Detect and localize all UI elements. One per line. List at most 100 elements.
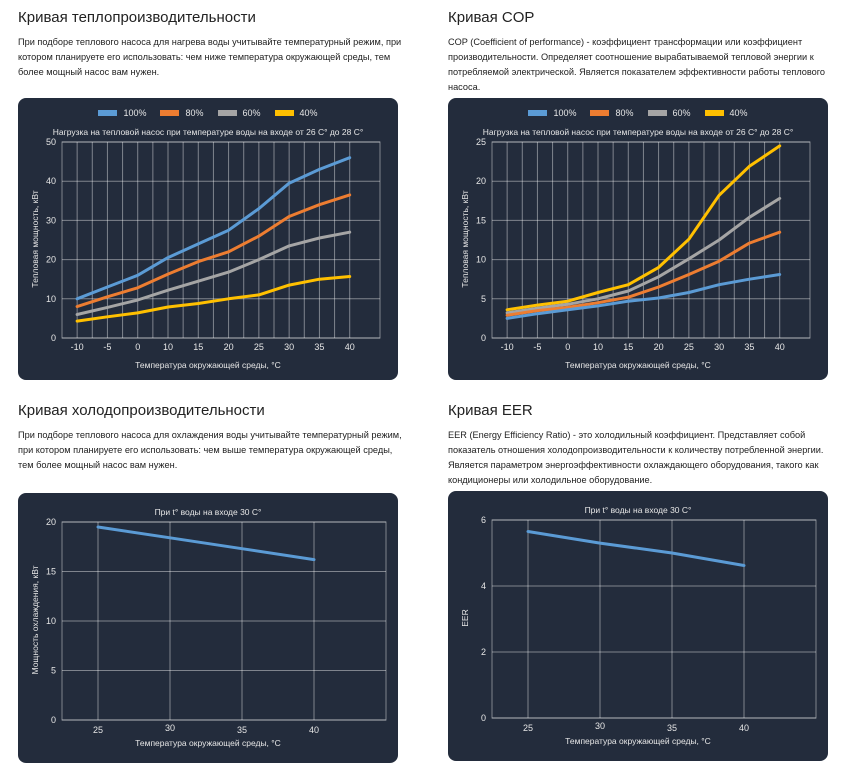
plot-border bbox=[61, 141, 381, 339]
x-tick-label: 35 bbox=[667, 723, 677, 733]
x-tick-label: 10 bbox=[593, 342, 603, 352]
chart-title: Нагрузка на тепловой насос при температу… bbox=[52, 127, 364, 137]
legend-label[interactable]: 100% bbox=[123, 108, 147, 118]
y-tick-label: 10 bbox=[476, 255, 486, 265]
section-title: Кривая EER bbox=[448, 402, 533, 419]
plot-border bbox=[61, 521, 387, 721]
chart-cop: 100% 80% 60% 40% Нагрузка на тепловой насос … bbox=[448, 98, 828, 380]
x-tick-label: 0 bbox=[135, 342, 140, 352]
grid bbox=[61, 521, 387, 721]
legend-item: 100% bbox=[528, 108, 576, 118]
series-line-60pct bbox=[75, 230, 352, 316]
legend-label[interactable]: 80% bbox=[185, 108, 204, 118]
legend-item: 80% bbox=[590, 108, 634, 118]
section-description: При подборе теплового насоса для охлажде… bbox=[18, 430, 402, 470]
x-axis-title: Температура окружающей среды, °C bbox=[135, 738, 281, 748]
x-tick-label: 35 bbox=[744, 342, 754, 352]
x-tick-label: 40 bbox=[345, 342, 355, 352]
legend-item: 60% bbox=[217, 108, 261, 118]
chart-svg: 0 5 10 15 20 25 30 35 40 bbox=[46, 517, 387, 735]
legend-item: 60% bbox=[647, 108, 691, 118]
x-tick-label: 40 bbox=[739, 723, 749, 733]
legend-item: 80% bbox=[160, 108, 204, 118]
legend-swatch bbox=[528, 110, 548, 116]
y-tick-label: 0 bbox=[481, 333, 486, 343]
chart-eer: При t° воды на входе 30 C° Температура ок… bbox=[448, 491, 828, 761]
x-tick-label: 30 bbox=[714, 342, 724, 352]
legend-label[interactable]: 60% bbox=[672, 108, 691, 118]
x-axis-title: Температура окружающей среды, °C bbox=[135, 360, 281, 370]
section-description: EER (Energy Efficiency Ratio) - это холо… bbox=[448, 430, 824, 485]
legend-label[interactable]: 40% bbox=[299, 108, 318, 118]
chart-svg: 0 5 10 15 20 25 -10 -5 0 10 15 20 25 30 35 40 bbox=[476, 137, 811, 352]
chart-title: При t° воды на входе 30 C° bbox=[584, 505, 692, 515]
section-cop: Кривая COP COP (Coefficient of performan… bbox=[448, 9, 828, 95]
legend-swatch bbox=[704, 110, 724, 116]
plot-border bbox=[491, 141, 811, 339]
y-tick-label: 5 bbox=[51, 666, 56, 676]
chart-svg: 0 10 20 30 40 50 -10 -5 0 10 15 20 25 30 35 40 bbox=[46, 137, 381, 352]
x-tick-label: -5 bbox=[103, 342, 111, 352]
section-cooling-output: Кривая холодопроизводительности При подб… bbox=[18, 402, 403, 473]
chart-title: При t° воды на входе 30 C° bbox=[154, 507, 262, 517]
legend-label[interactable]: 80% bbox=[615, 108, 634, 118]
x-tick-label: 30 bbox=[595, 721, 605, 731]
series-line-80pct bbox=[75, 193, 352, 309]
section-title: Кривая холодопроизводительности bbox=[18, 402, 265, 419]
section-description: При подборе теплового насоса для нагрева… bbox=[18, 37, 402, 77]
legend-swatch bbox=[98, 110, 118, 116]
chart-legend: 100% 80% 60% 40% bbox=[18, 108, 398, 118]
series-line-100pct bbox=[75, 156, 352, 301]
section-description: COP (Coefficient of performance) - коэфф… bbox=[448, 37, 826, 92]
chart-heat-output: 100% 80% 60% 40% Нагрузка на тепловой насос … bbox=[18, 98, 398, 380]
y-tick-label: 0 bbox=[481, 713, 486, 723]
chart-svg: 0 2 4 6 25 30 35 40 bbox=[481, 515, 817, 733]
x-tick-label: 25 bbox=[93, 725, 103, 735]
legend-swatch bbox=[274, 110, 294, 116]
legend-label[interactable]: 100% bbox=[553, 108, 577, 118]
section-eer: Кривая EER EER (Energy Efficiency Ratio)… bbox=[448, 402, 828, 488]
series-line-40pct bbox=[505, 144, 782, 312]
x-tick-label: 25 bbox=[523, 723, 533, 733]
x-tick-label: 20 bbox=[224, 342, 234, 352]
y-tick-label: 0 bbox=[51, 715, 56, 725]
chart-cooling-output: При t° воды на входе 30 C° Температура ок… bbox=[18, 493, 398, 763]
x-tick-label: 40 bbox=[775, 342, 785, 352]
y-tick-label: 20 bbox=[476, 176, 486, 186]
y-tick-label: 5 bbox=[481, 294, 486, 304]
legend-swatch bbox=[217, 110, 237, 116]
y-tick-label: 25 bbox=[476, 137, 486, 147]
legend-label[interactable]: 60% bbox=[242, 108, 261, 118]
y-tick-label: 50 bbox=[46, 137, 56, 147]
plot-border bbox=[491, 519, 817, 719]
section-heat-output: Кривая теплопроизводительности При подбо… bbox=[18, 9, 403, 80]
y-tick-label: 20 bbox=[46, 255, 56, 265]
x-tick-label: 0 bbox=[565, 342, 570, 352]
series-line-40pct bbox=[75, 275, 352, 323]
legend-label[interactable]: 40% bbox=[729, 108, 748, 118]
section-title: Кривая COP bbox=[448, 9, 535, 26]
series-line-100pct bbox=[505, 273, 782, 320]
x-tick-label: 35 bbox=[314, 342, 324, 352]
chart-legend: 100% 80% 60% 40% bbox=[448, 108, 828, 118]
x-tick-label: -10 bbox=[71, 342, 84, 352]
x-tick-label: 20 bbox=[654, 342, 664, 352]
grid bbox=[491, 141, 811, 339]
series-line-cooling bbox=[96, 525, 316, 562]
x-tick-label: 30 bbox=[284, 342, 294, 352]
legend-item: 40% bbox=[704, 108, 748, 118]
x-tick-label: 40 bbox=[309, 725, 319, 735]
series-line-EER bbox=[526, 530, 746, 567]
legend-item: 40% bbox=[274, 108, 318, 118]
x-tick-label: 15 bbox=[193, 342, 203, 352]
x-tick-label: 25 bbox=[684, 342, 694, 352]
x-tick-label: -10 bbox=[501, 342, 514, 352]
x-tick-label: 30 bbox=[165, 723, 175, 733]
series-line-60pct bbox=[505, 196, 782, 315]
legend-item: 100% bbox=[98, 108, 146, 118]
grid bbox=[61, 141, 381, 339]
x-axis-title: Температура окружающей среды, °C bbox=[565, 736, 711, 746]
y-tick-label: 15 bbox=[476, 215, 486, 225]
y-tick-label: 40 bbox=[46, 176, 56, 186]
x-tick-label: 25 bbox=[254, 342, 264, 352]
